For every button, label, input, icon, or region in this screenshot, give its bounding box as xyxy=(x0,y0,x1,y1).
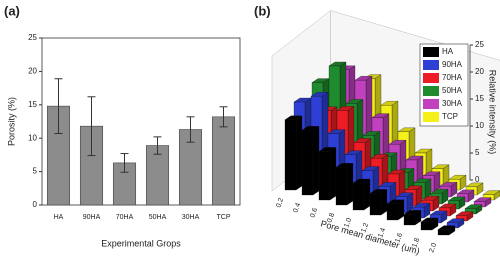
legend-label: 30HA xyxy=(442,99,463,108)
y-tick-label: 10 xyxy=(475,121,484,130)
x-tick-label: 1.4 xyxy=(377,227,387,239)
bar-side xyxy=(380,189,388,216)
y-tick-label: 20 xyxy=(475,67,484,76)
bar xyxy=(318,151,331,201)
y-tick-label: 25 xyxy=(475,40,484,49)
legend-label: HA xyxy=(442,47,454,56)
x-tick-label: 70HA xyxy=(116,214,134,221)
bar-side xyxy=(346,162,354,206)
panel-title: (a) xyxy=(4,3,20,18)
x-tick-label: 1.0 xyxy=(343,217,353,229)
y-axis-label: Porosity (%) xyxy=(6,97,16,146)
bar xyxy=(352,182,365,211)
bar-side xyxy=(363,178,371,211)
y-tick-label: 0 xyxy=(475,175,480,184)
x-tick-label: 2.0 xyxy=(428,242,438,254)
bar-side xyxy=(295,115,303,191)
x-tick-label: 0.6 xyxy=(309,207,319,219)
legend-swatch xyxy=(423,73,439,83)
x-tick-label: 1.8 xyxy=(411,237,421,249)
x-tick-label: 50HA xyxy=(149,214,167,221)
x-tick-label: 30HA xyxy=(182,214,200,221)
legend-label: TCP xyxy=(442,112,458,121)
bar xyxy=(403,214,416,226)
y-tick-label: 10 xyxy=(28,133,37,142)
bar xyxy=(437,229,450,236)
bar xyxy=(420,221,433,231)
y-axis-label: Relative intensity (%) xyxy=(488,70,498,155)
bar-side xyxy=(312,125,320,196)
x-tick-label: 0.8 xyxy=(326,212,336,224)
legend-label: 50HA xyxy=(442,86,463,95)
legend-swatch xyxy=(423,60,439,70)
x-tick-label: 0.4 xyxy=(292,202,302,214)
x-tick-label: 1.2 xyxy=(360,222,370,234)
bar xyxy=(335,167,348,206)
legend-label: 70HA xyxy=(442,73,463,82)
x-tick-label: 90HA xyxy=(83,214,101,221)
bar xyxy=(301,130,314,196)
x-tick-label: HA xyxy=(54,214,64,221)
x-tick-label: 1.6 xyxy=(394,232,404,244)
y-tick-label: 0 xyxy=(33,200,38,209)
legend-label: 90HA xyxy=(442,60,463,69)
y-tick-label: 25 xyxy=(28,33,37,42)
y-tick-label: 15 xyxy=(28,100,37,109)
bar xyxy=(211,116,236,206)
plot-frame xyxy=(41,37,241,206)
x-axis-label: Experimental Grops xyxy=(101,238,181,248)
legend-swatch xyxy=(423,112,439,122)
bar xyxy=(369,193,382,216)
y-tick-label: 5 xyxy=(475,148,480,157)
y-tick-label: 5 xyxy=(33,167,38,176)
legend-swatch xyxy=(423,86,439,96)
x-tick-label: 0.2 xyxy=(275,197,285,209)
bar xyxy=(284,119,297,191)
x-tick-label: TCP xyxy=(217,214,231,221)
panel-title: (b) xyxy=(254,3,271,18)
bar-side xyxy=(329,147,337,201)
y-tick-label: 20 xyxy=(28,67,37,76)
legend-swatch xyxy=(423,47,439,57)
bar xyxy=(386,203,399,221)
legend-swatch xyxy=(423,99,439,109)
y-tick-label: 15 xyxy=(475,94,484,103)
